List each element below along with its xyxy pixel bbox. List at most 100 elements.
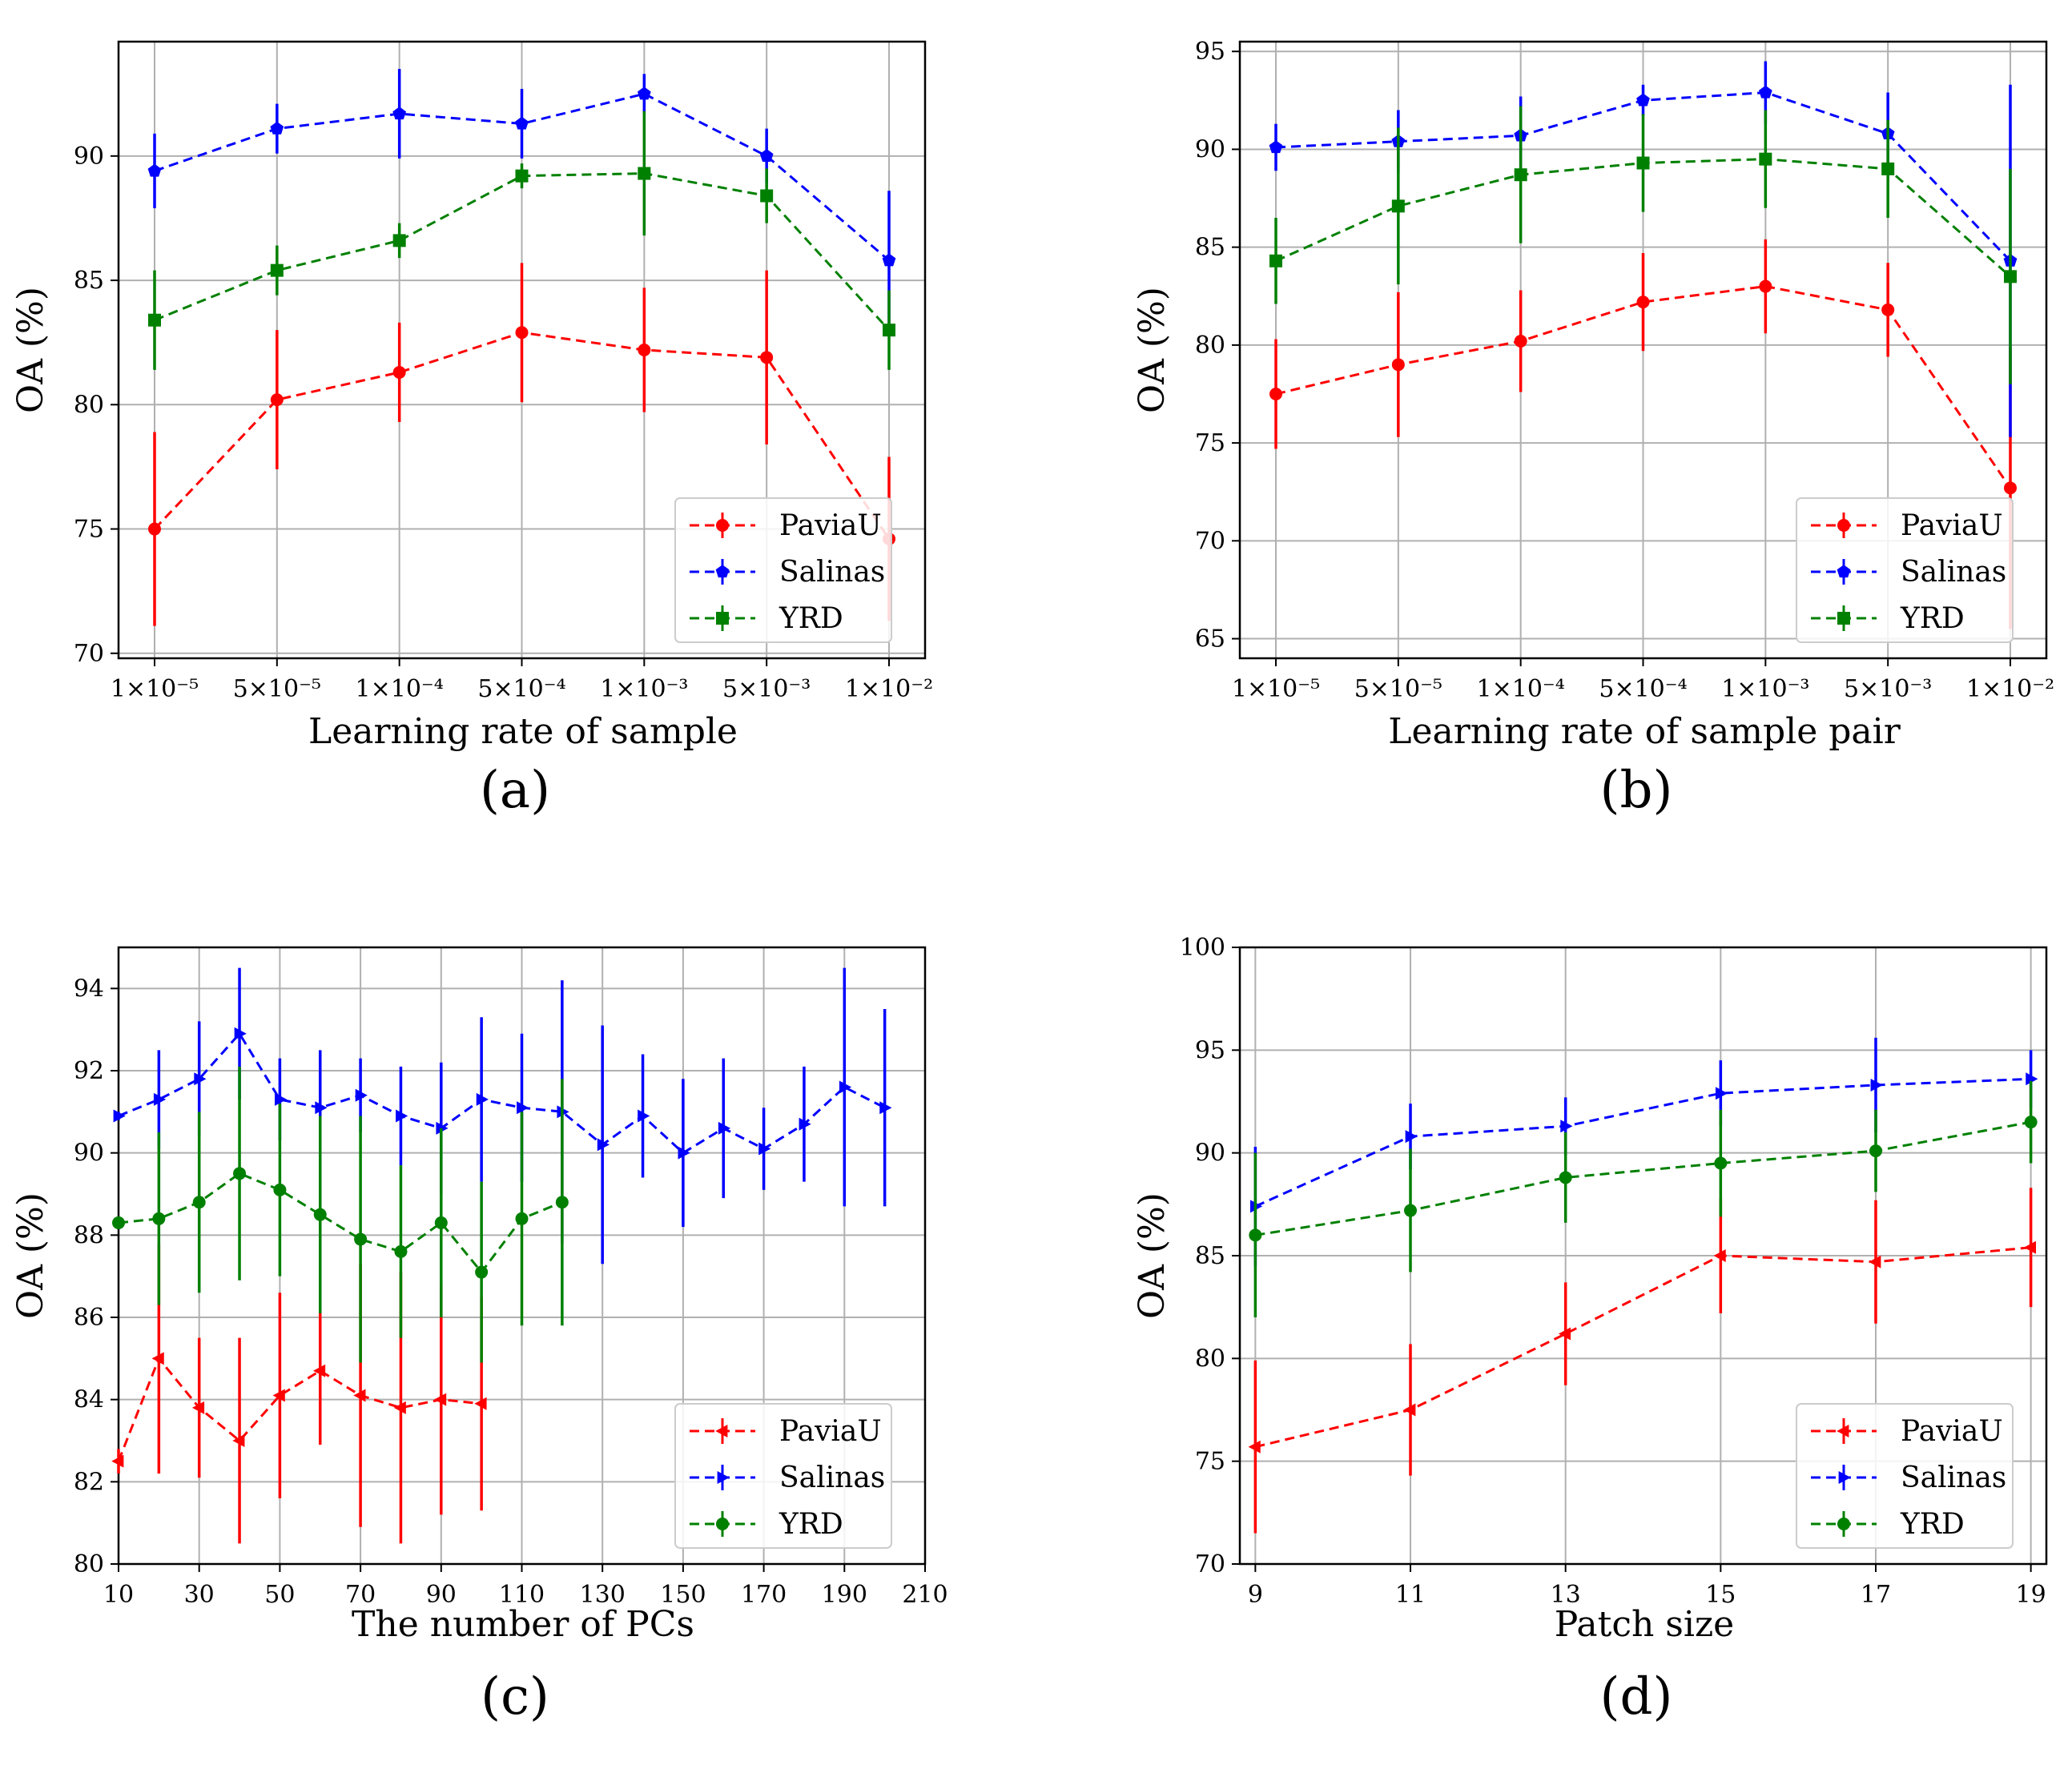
data-point	[273, 1183, 287, 1196]
legend-marker	[1837, 1425, 1849, 1437]
legend-label-salinas: Salinas	[1901, 556, 2006, 589]
data-point	[396, 1109, 408, 1123]
y-axis-label: OA (%)	[10, 287, 51, 413]
data-point	[1758, 85, 1772, 99]
x-tick-label: 10	[103, 1581, 134, 1609]
data-point	[234, 1027, 247, 1040]
y-tick-label: 82	[74, 1468, 104, 1496]
y-tick-label: 80	[74, 1550, 104, 1578]
x-tick-label: 1×10⁻²	[845, 675, 933, 703]
x-tick-label: 1×10⁻⁵	[111, 675, 199, 703]
data-point	[148, 522, 161, 536]
data-point	[474, 1397, 487, 1410]
y-tick-label: 85	[1195, 1242, 1225, 1270]
x-tick-label: 170	[741, 1581, 787, 1609]
data-point	[275, 1092, 288, 1106]
data-point	[393, 1401, 406, 1414]
legend-label-yrd: YRD	[1900, 602, 1965, 635]
legend-marker	[716, 612, 729, 625]
data-point	[1881, 162, 1895, 175]
data-point	[839, 1080, 852, 1094]
x-axis-label: Learning rate of sample	[308, 711, 738, 752]
data-point	[760, 189, 774, 203]
y-tick-label: 90	[1195, 1140, 1225, 1168]
y-tick-label: 75	[1195, 1448, 1225, 1476]
y-tick-label: 92	[74, 1057, 104, 1085]
x-axis-label: Learning rate of sample pair	[1388, 711, 1901, 752]
x-tick-label: 1×10⁻⁴	[1477, 675, 1565, 703]
data-point	[315, 1101, 328, 1115]
legend-label-yrd: YRD	[779, 1508, 843, 1541]
data-point	[111, 1454, 124, 1468]
x-axis-label: Patch size	[1555, 1604, 1734, 1645]
x-tick-label: 13	[1551, 1581, 1581, 1609]
series-line-salinas	[1254, 1077, 2031, 1208]
panel-b: 1×10⁻⁵ 5×10⁻⁵ 1×10⁻⁴ 5×10⁻⁴ 1×10⁻³ 5×10⁻³ 1×10…	[1132, 38, 2054, 820]
data-point	[1391, 199, 1405, 213]
x-tick-label: 1×10⁻³	[1721, 675, 1809, 703]
x-tick-label: 1×10⁻⁴	[356, 675, 444, 703]
data-point	[2004, 481, 2017, 495]
x-tick-label: 1×10⁻²	[1966, 675, 2054, 703]
data-point	[1560, 1120, 1573, 1133]
x-tick-label: 19	[2016, 1581, 2046, 1609]
data-point	[597, 1138, 610, 1152]
data-point	[1559, 1171, 1572, 1184]
data-point	[2024, 1116, 2038, 1129]
legend-label-paviau: PaviaU	[779, 1415, 882, 1448]
x-tick-label: 210	[902, 1581, 947, 1609]
data-point	[194, 1072, 207, 1086]
legend-label-salinas: Salinas	[1901, 1461, 2006, 1494]
data-point	[1405, 1130, 1418, 1144]
data-point	[392, 365, 406, 379]
x-tick-label: 1×10⁻³	[600, 675, 688, 703]
legend-label-paviau: PaviaU	[1901, 1415, 2003, 1448]
x-tick-label: 5×10⁻⁵	[233, 675, 321, 703]
legend-marker	[716, 1518, 729, 1530]
data-point	[394, 1244, 408, 1258]
legend-box	[1796, 1403, 2014, 1549]
data-point	[1269, 140, 1283, 154]
data-point	[515, 1212, 529, 1225]
data-point	[1869, 1255, 1881, 1268]
y-tick-label: 86	[74, 1304, 104, 1332]
data-point	[515, 326, 529, 340]
y-tick-label: 85	[74, 267, 104, 295]
data-point	[232, 1434, 245, 1447]
data-point	[718, 1121, 731, 1135]
data-point	[2026, 1072, 2038, 1086]
data-point	[392, 107, 407, 120]
data-point	[1759, 152, 1772, 166]
data-point	[1514, 168, 1527, 182]
legend-marker	[716, 519, 729, 532]
y-tick-label: 94	[74, 975, 104, 1003]
x-tick-label: 70	[345, 1581, 376, 1609]
data-point	[678, 1146, 690, 1160]
y-tick-label: 75	[1195, 429, 1225, 457]
data-point	[555, 1196, 569, 1209]
data-point	[517, 1101, 529, 1115]
x-tick-label: 5×10⁻³	[722, 675, 811, 703]
x-tick-label: 15	[1705, 1581, 1736, 1609]
x-tick-label: 5×10⁻³	[1844, 675, 1932, 703]
legend-label-salinas: Salinas	[779, 556, 885, 589]
panel-label: (b)	[1600, 761, 1673, 820]
data-point	[1759, 279, 1772, 293]
data-point	[1881, 303, 1895, 316]
legend-box	[674, 1403, 892, 1549]
panel-c: 10 30 50 70 90 110 130 150 170 190 210 80 82 84 86 88 90…	[10, 946, 948, 1727]
panel-label: (a)	[480, 761, 550, 820]
data-point	[515, 116, 529, 130]
legend-marker	[1837, 612, 1850, 625]
series-line-yrd	[118, 1172, 563, 1274]
series-line-paviau	[1255, 1246, 2031, 1449]
panel-d: 9 11 13 15 17 19 70 75 80 85 90 95 100 Patch size OA (…	[1132, 934, 2048, 1727]
x-tick-label: 5×10⁻⁴	[1599, 675, 1687, 703]
data-point	[148, 313, 161, 327]
data-point	[270, 263, 284, 277]
series-line-paviau	[117, 1356, 482, 1462]
data-point	[192, 1196, 206, 1209]
data-point	[233, 1167, 247, 1180]
y-tick-label: 80	[1195, 1345, 1225, 1373]
